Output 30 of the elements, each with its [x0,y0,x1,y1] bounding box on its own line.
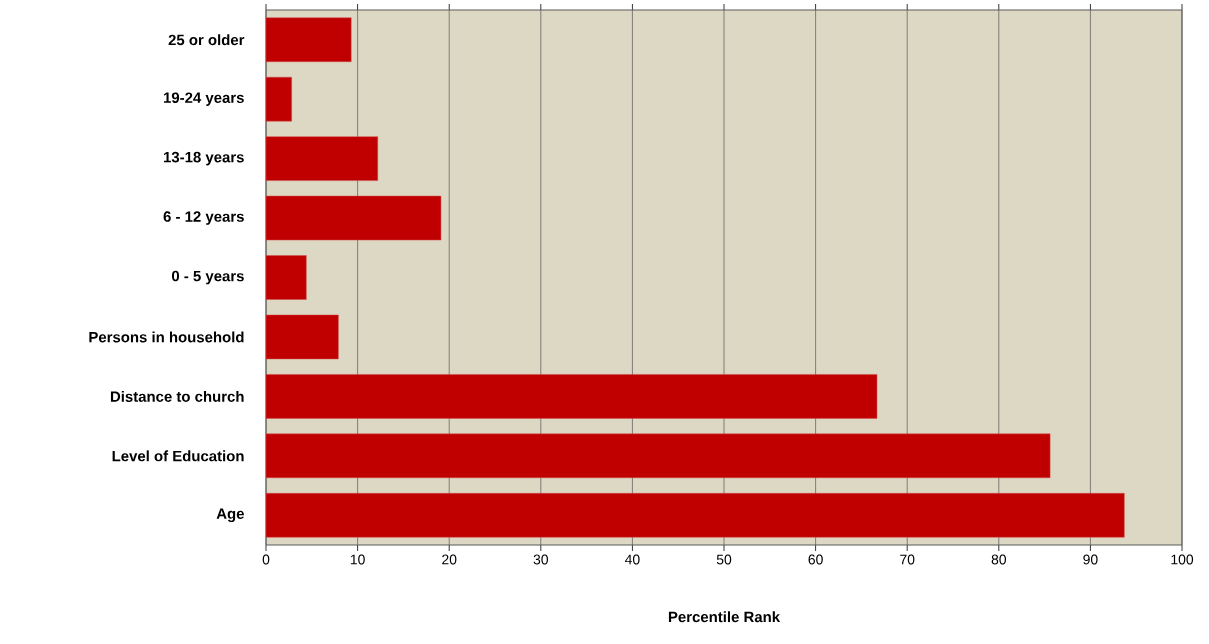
bar [266,374,878,419]
bar [266,195,442,241]
x-tick-label: 40 [624,554,640,565]
y-tick-label: Persons in household [89,331,244,343]
x-axis-title: Percentile Rank [668,611,781,623]
x-tick-label: 80 [991,554,1007,565]
bar [266,433,1051,479]
y-tick-label: Distance to church [110,390,244,402]
y-tick-label: 6 - 12 years [163,211,244,225]
y-tick-label: Age [216,508,244,523]
y-tick-label: Level of Education [112,450,244,462]
x-tick-label: 100 [1171,554,1194,565]
bar [266,76,292,122]
y-tick-label: 13-18 years [163,151,244,166]
y-tick-label: 25 or older [168,34,245,46]
bar [266,314,339,360]
x-tick-label: 30 [533,554,549,565]
x-tick-label: 10 [350,554,365,565]
x-tick-label: 50 [716,554,732,565]
bar [266,136,378,181]
y-tick-label: 19-24 years [163,92,244,106]
bar [266,17,352,62]
bar [266,493,1125,538]
x-tick-label: 0 [262,554,270,565]
x-tick-label: 60 [808,554,823,565]
x-tick-label: 90 [1083,554,1098,565]
y-tick-label: 0 - 5 years [171,270,244,285]
bar [266,255,307,300]
x-tick-label: 20 [442,554,457,565]
x-tick-label: 70 [900,554,915,565]
